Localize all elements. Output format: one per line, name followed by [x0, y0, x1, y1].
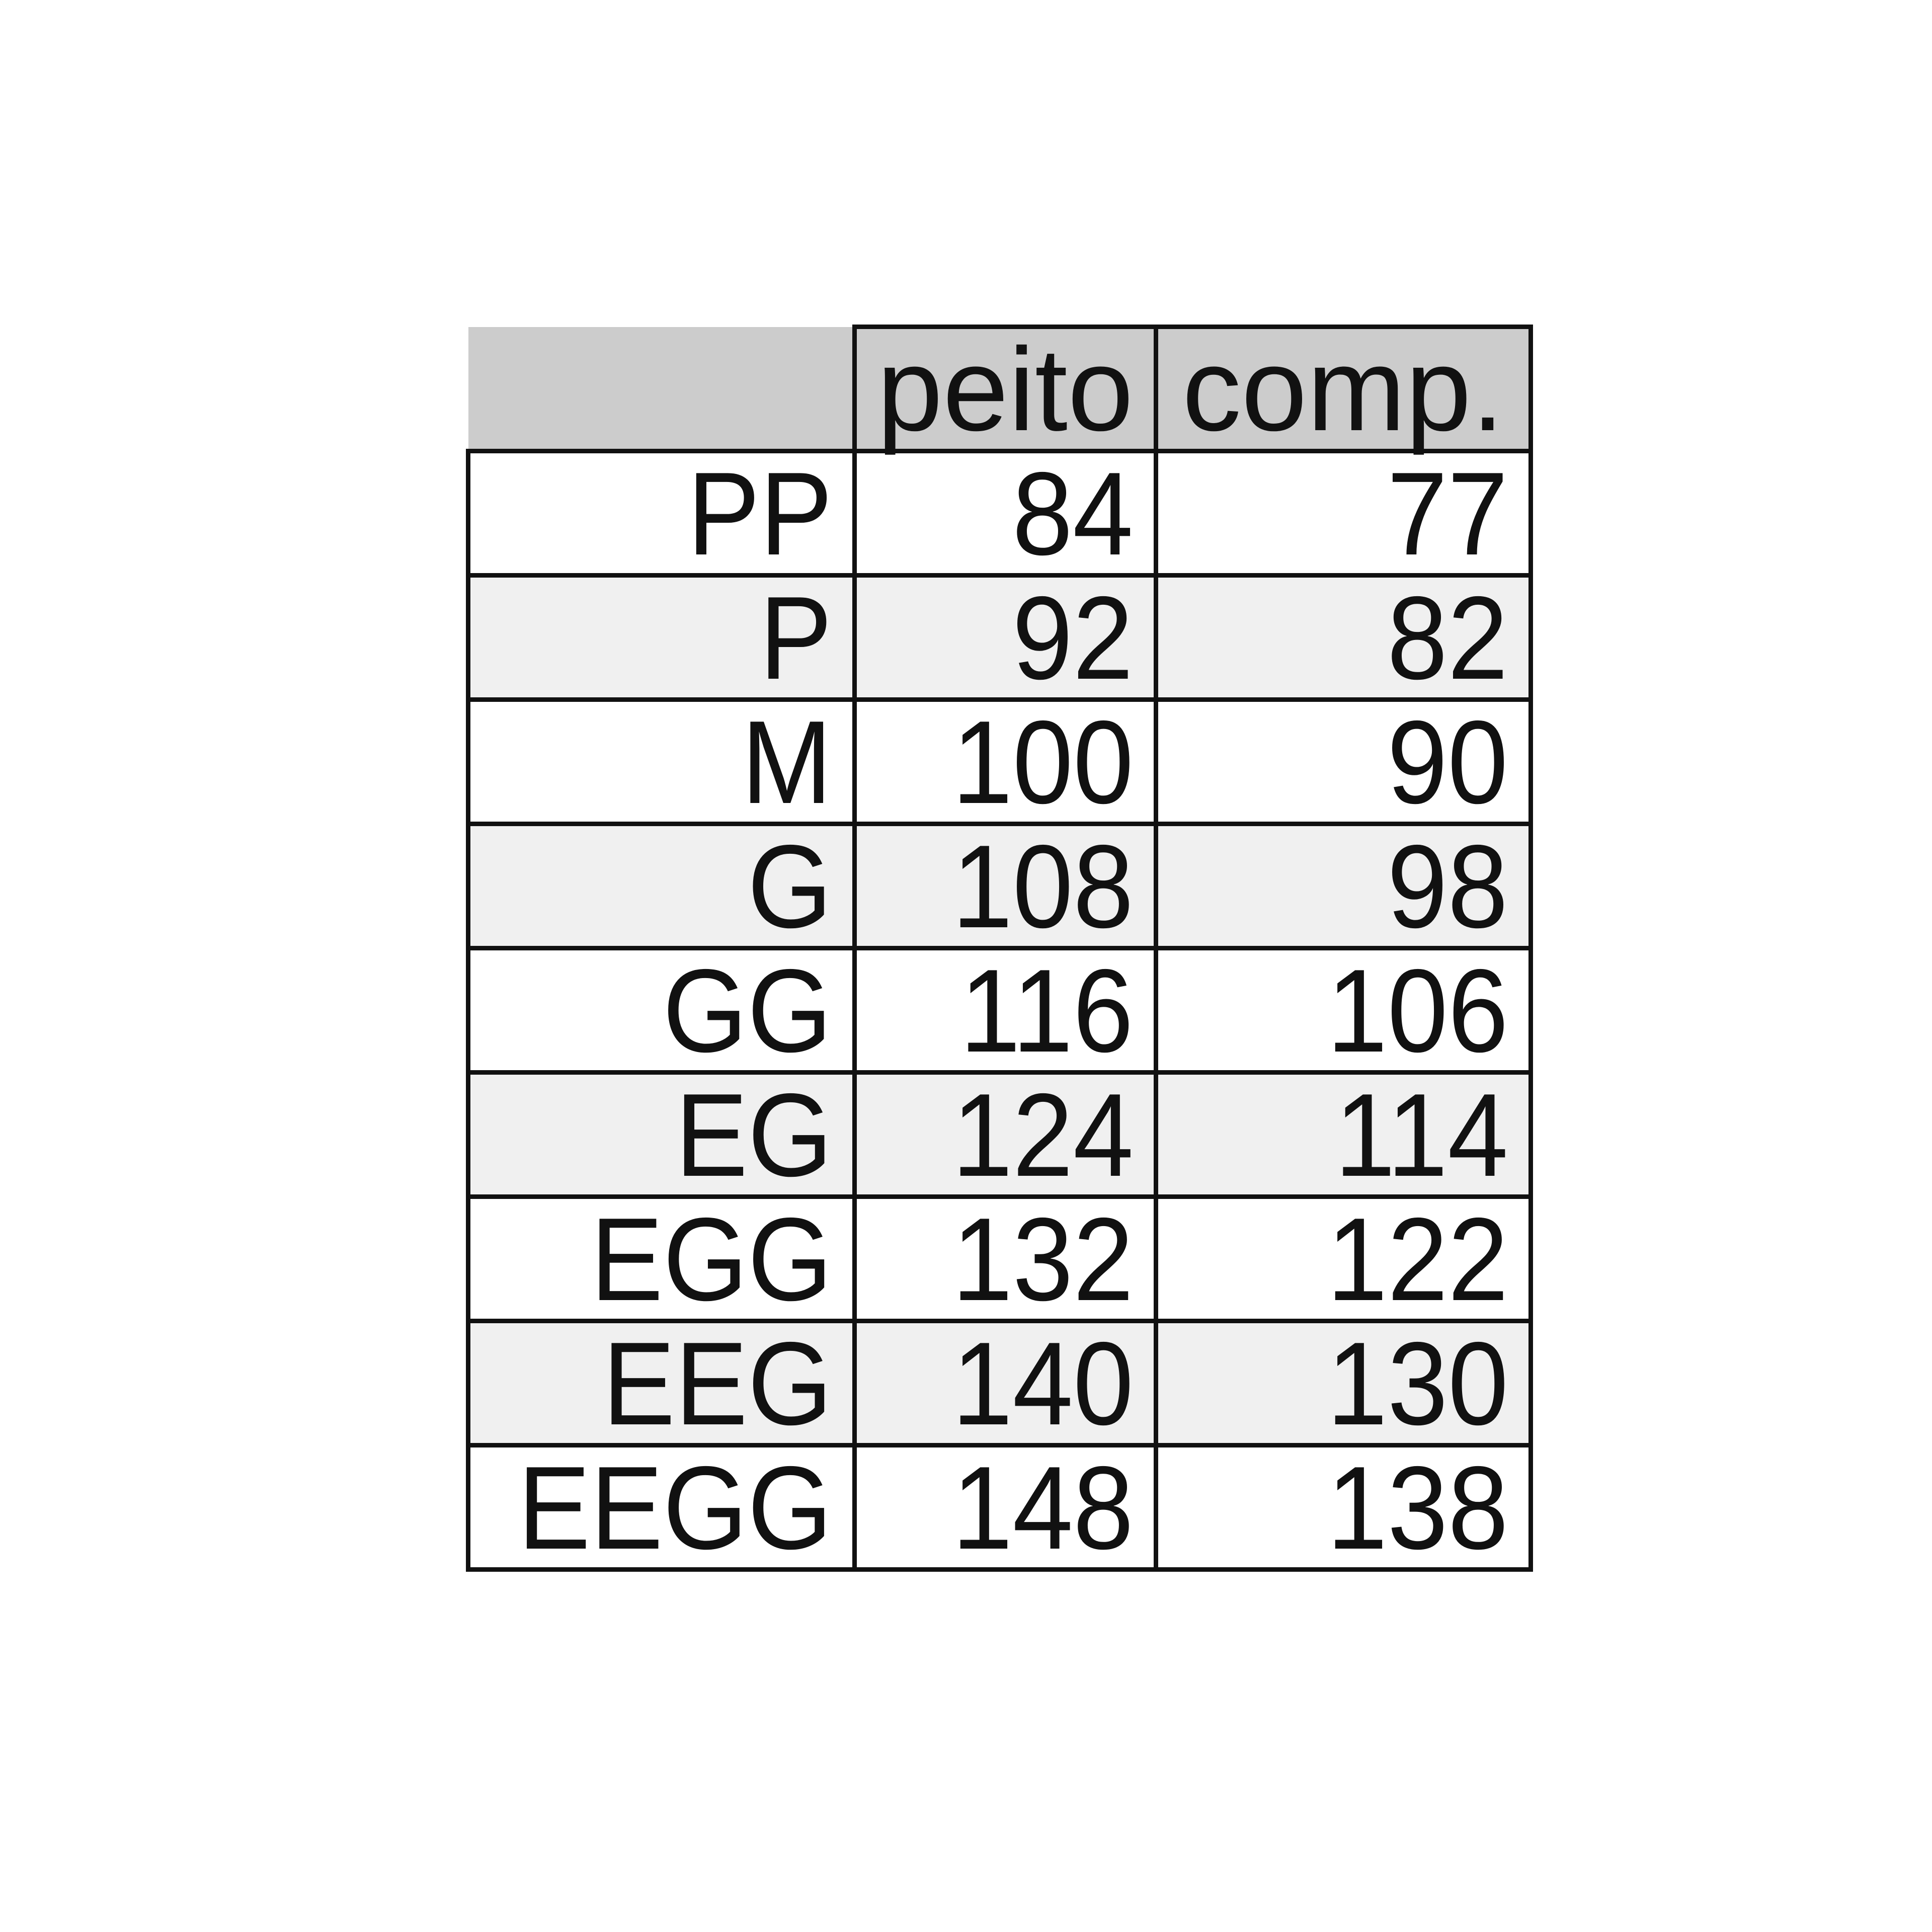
cell-text: P — [759, 571, 833, 704]
comp-cell: 98 — [1153, 820, 1533, 952]
peito-cell: 124 — [852, 1068, 1158, 1201]
table-row: EEGG 148 138 — [465, 1441, 1533, 1574]
size-table: peito comp. PP 84 77 P 92 82 M 100 90 G 108 98 GG 116… — [465, 325, 1533, 1574]
comp-cell: 77 — [1153, 447, 1533, 580]
table-row: M 100 90 — [465, 695, 1533, 828]
cell-text: EEGG — [518, 1441, 833, 1574]
cell-text: 108 — [951, 820, 1134, 952]
cell-text: 124 — [951, 1068, 1134, 1201]
size-label-cell: P — [465, 571, 857, 704]
size-label-cell: EEGG — [465, 1441, 857, 1574]
cell-text: 116 — [959, 944, 1134, 1077]
comp-cell: 130 — [1153, 1317, 1533, 1450]
cell-text: 138 — [1326, 1441, 1508, 1574]
cell-text: 98 — [1387, 820, 1508, 952]
size-label-cell: EGG — [465, 1192, 857, 1325]
peito-cell: 100 — [852, 695, 1158, 828]
peito-cell: 84 — [852, 447, 1158, 580]
header-corner — [468, 327, 857, 453]
table-row: EG 124 114 — [465, 1068, 1533, 1201]
cell-text: 84 — [1012, 447, 1134, 580]
cell-text: M — [741, 695, 833, 828]
size-label-cell: M — [465, 695, 857, 828]
comp-cell: 122 — [1153, 1192, 1533, 1325]
cell-text: 122 — [1326, 1192, 1508, 1325]
comp-cell: 114 — [1153, 1068, 1533, 1201]
cell-text: 132 — [951, 1192, 1134, 1325]
header-peito: peito — [852, 325, 1158, 453]
table-row: EEG 140 130 — [465, 1317, 1533, 1450]
cell-text: 90 — [1387, 695, 1508, 828]
size-label-cell: EG — [465, 1068, 857, 1201]
cell-text: 114 — [1334, 1068, 1508, 1201]
cell-text: EGG — [590, 1192, 833, 1325]
cell-text: 130 — [1326, 1317, 1508, 1450]
cell-text: 92 — [1012, 571, 1134, 704]
comp-cell: 138 — [1153, 1441, 1533, 1574]
cell-text: GG — [663, 944, 833, 1077]
table-row: G 108 98 — [465, 820, 1533, 952]
cell-text: 100 — [951, 695, 1134, 828]
size-label-cell: G — [465, 820, 857, 952]
cell-text: PP — [687, 447, 833, 580]
comp-cell: 90 — [1153, 695, 1533, 828]
comp-cell: 106 — [1153, 944, 1533, 1077]
table-row: GG 116 106 — [465, 944, 1533, 1077]
table-row: PP 84 77 — [465, 447, 1533, 580]
size-label-cell: GG — [465, 944, 857, 1077]
header-comp: comp. — [1153, 325, 1533, 453]
cell-text: G — [747, 820, 833, 952]
cell-text: 82 — [1387, 571, 1508, 704]
peito-cell: 132 — [852, 1192, 1158, 1325]
header-row: peito comp. — [468, 325, 1533, 453]
peito-cell: 116 — [852, 944, 1158, 1077]
cell-text: 148 — [951, 1441, 1134, 1574]
table-row: P 92 82 — [465, 571, 1533, 704]
peito-cell: 148 — [852, 1441, 1158, 1574]
peito-cell: 140 — [852, 1317, 1158, 1450]
table-row: EGG 132 122 — [465, 1192, 1533, 1325]
peito-cell: 92 — [852, 571, 1158, 704]
size-label-cell: EEG — [465, 1317, 857, 1450]
cell-text: 77 — [1387, 447, 1508, 580]
cell-text: EG — [675, 1068, 833, 1201]
size-label-cell: PP — [465, 447, 857, 580]
cell-text: 106 — [1326, 944, 1508, 1077]
cell-text: EEG — [602, 1317, 833, 1450]
peito-cell: 108 — [852, 820, 1158, 952]
comp-cell: 82 — [1153, 571, 1533, 704]
cell-text: 140 — [951, 1317, 1134, 1450]
